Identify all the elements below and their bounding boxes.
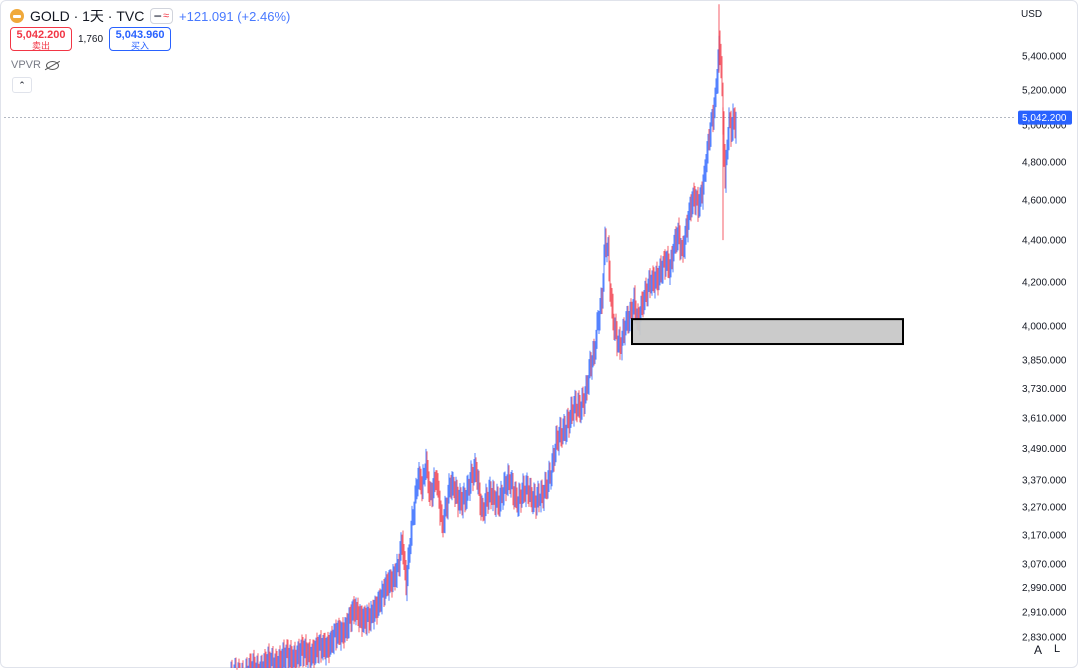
current-price-badge <box>1018 110 1072 125</box>
y-tick-label: 4,800.000 <box>1022 157 1067 168</box>
gold-symbol-logo-icon <box>10 9 24 23</box>
y-tick-label: 2,910.000 <box>1022 607 1067 618</box>
y-tick-label: 3,490.000 <box>1022 444 1067 455</box>
y-tick-label: 4,200.000 <box>1022 277 1067 288</box>
wave-icon: ≈ <box>162 10 170 22</box>
y-tick-label: 3,170.000 <box>1022 530 1067 541</box>
chart-header: GOLD · 1天 · TVC ━ ≈ +121.091 (+2.46%) <box>10 6 290 26</box>
price-axis[interactable]: 5,400.000 5,200.000 5,000.000 4,800.000 4,60… <box>1018 52 1072 644</box>
buy-label: 买入 <box>131 41 150 51</box>
spread-value: 1,760 <box>78 33 104 45</box>
y-tick-label: 3,730.000 <box>1022 384 1067 395</box>
y-tick-label: 4,600.000 <box>1022 196 1067 207</box>
minus-icon: ━ <box>154 10 161 23</box>
y-tick-label: 4,400.000 <box>1022 236 1067 247</box>
candles <box>230 4 737 670</box>
buy-button[interactable]: 5,043.960 买入 <box>109 27 172 51</box>
zone-layer <box>631 318 904 346</box>
price-change: +121.091 (+2.46%) <box>179 8 291 24</box>
currency-selector[interactable]: USD <box>1021 9 1043 20</box>
quote-row: 5,042.200 卖出 1,760 5,043.960 买入 <box>10 27 172 51</box>
y-tick-label: 3,070.000 <box>1022 559 1067 570</box>
auto-scale-button[interactable]: A <box>1034 643 1043 657</box>
y-tick-label: 3,610.000 <box>1022 414 1067 425</box>
y-tick-label: 5,200.000 <box>1022 85 1067 96</box>
y-tick-label: 2,990.000 <box>1022 583 1067 594</box>
collapse-legend-button[interactable]: ⌃ <box>12 77 32 93</box>
y-tick-label: 3,850.000 <box>1022 356 1067 367</box>
eye-hidden-icon[interactable] <box>45 60 59 70</box>
chart-toggle[interactable]: ━ ≈ <box>150 8 174 24</box>
current-price-label: 5,042.200 <box>1022 113 1067 124</box>
indicator-name: VPVR <box>11 59 41 71</box>
buy-price: 5,043.960 <box>115 29 165 41</box>
y-tick-label: 5,400.000 <box>1022 52 1067 63</box>
y-tick-label: 5,000.000 <box>1022 121 1067 132</box>
indicator-legend[interactable]: VPVR <box>11 59 59 71</box>
sell-label: 卖出 <box>31 41 50 51</box>
support-zone-rectangle[interactable] <box>631 318 904 346</box>
sell-button[interactable]: 5,042.200 卖出 <box>10 27 72 51</box>
log-scale-button[interactable]: L <box>1054 643 1061 655</box>
chevron-up-icon: ⌃ <box>18 80 26 90</box>
y-tick-label: 3,370.000 <box>1022 475 1067 486</box>
y-tick-label: 4,000.000 <box>1022 321 1067 332</box>
symbol-title[interactable]: GOLD · 1天 · TVC <box>30 8 145 24</box>
y-tick-label: 2,830.000 <box>1022 633 1067 644</box>
y-tick-label: 3,270.000 <box>1022 503 1067 514</box>
sell-price: 5,042.200 <box>16 29 66 41</box>
